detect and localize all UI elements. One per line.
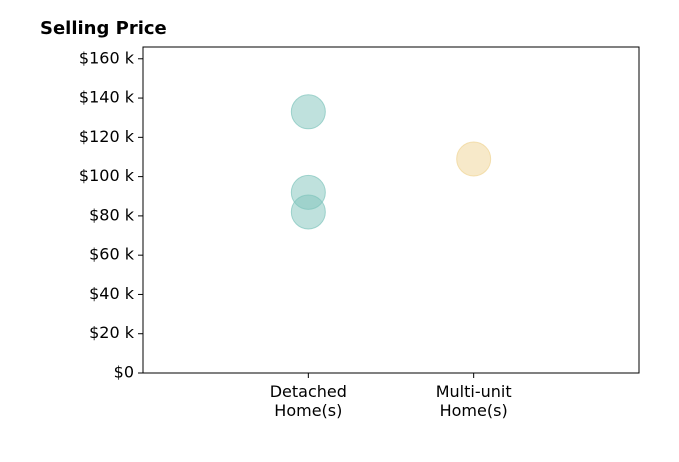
y-tick-label: $40 k — [89, 284, 135, 303]
point — [290, 94, 326, 130]
y-tick-label: $140 k — [79, 88, 135, 107]
chart-title: Selling Price — [40, 18, 167, 39]
y-tick-label: $60 k — [89, 245, 135, 264]
y-tick-label: $100 k — [79, 166, 135, 185]
x-tick-label: Multi-unit Home(s) — [435, 382, 512, 420]
y-tick-label: $120 k — [79, 127, 135, 146]
y-tick-label: $160 k — [79, 48, 135, 67]
plot-frame — [142, 46, 640, 374]
y-tick-label: $80 k — [89, 205, 135, 224]
y-tick-label: $0 — [114, 363, 134, 382]
x-tick-label: Detached Home(s) — [269, 382, 347, 420]
point — [290, 194, 326, 230]
y-tick-label: $20 k — [89, 323, 135, 342]
point — [456, 141, 492, 177]
